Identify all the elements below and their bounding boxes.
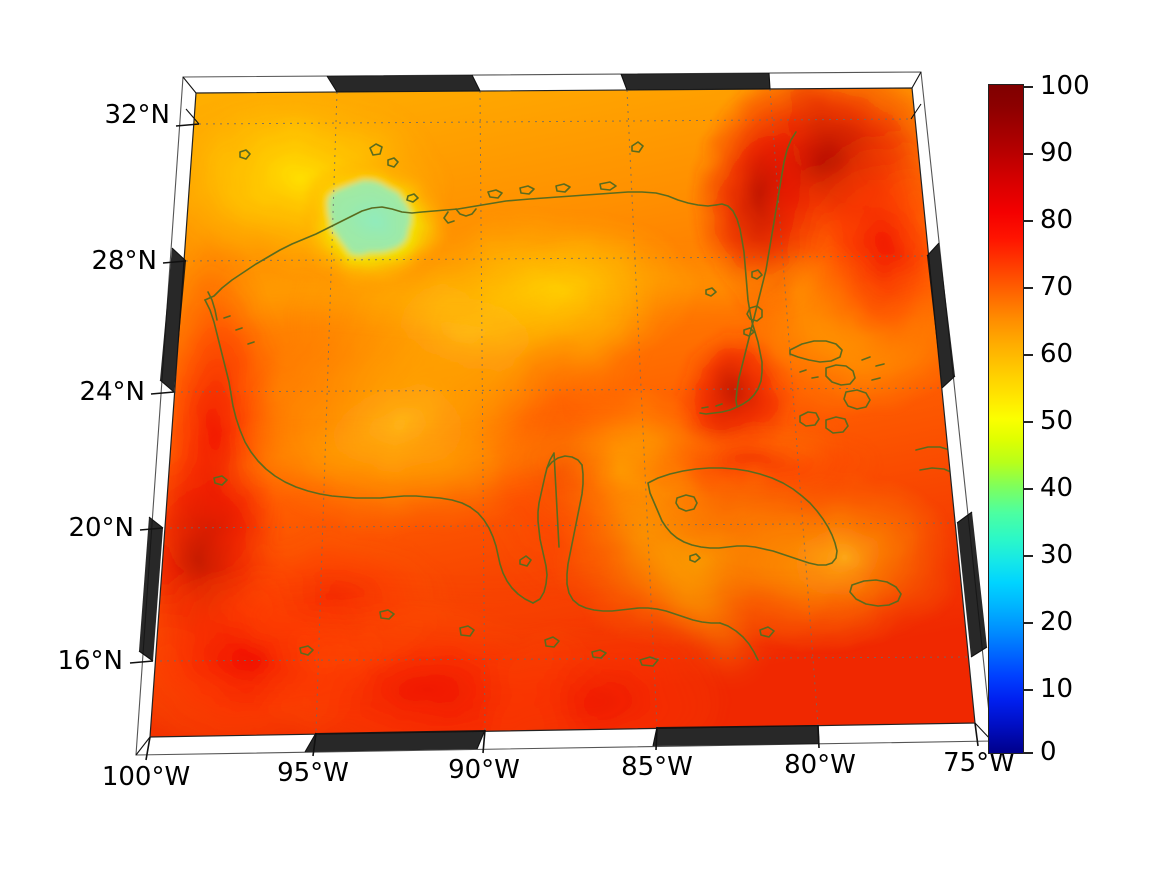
colorbar-tick-80 [1024, 220, 1033, 222]
coastlines [204, 131, 958, 667]
colorbar-label-20: 20 [1040, 607, 1074, 637]
lon-tick-label-75W: 75°W [943, 748, 1015, 778]
lon-tick-label-95W: 95°W [277, 758, 349, 788]
colorbar-tick-40 [1024, 488, 1033, 490]
contour-field [150, 88, 975, 737]
colorbar-label-70: 70 [1040, 272, 1074, 302]
colorbar-tick-100 [1024, 86, 1033, 88]
lon-tick-label-90W: 90°W [448, 755, 520, 785]
colorbar-label-80: 80 [1040, 205, 1074, 235]
colorbar-tick-20 [1024, 622, 1033, 624]
lon-tick-label-85W: 85°W [621, 752, 693, 782]
colorbar-tick-0 [1024, 752, 1033, 754]
lon-tick-label-80W: 80°W [784, 750, 856, 780]
lat-tick-label-28N: 28°N [91, 246, 157, 276]
colorbar-tick-90 [1024, 153, 1033, 155]
colorbar-tick-10 [1024, 689, 1033, 691]
colorbar-label-0: 0 [1040, 737, 1057, 767]
colorbar-label-40: 40 [1040, 473, 1074, 503]
colorbar-label-100: 100 [1040, 71, 1090, 101]
colorbar-tick-60 [1024, 354, 1033, 356]
colorbar-tick-70 [1024, 287, 1033, 289]
lat-tick-label-16N: 16°N [57, 646, 123, 676]
colorbar-label-50: 50 [1040, 406, 1074, 436]
map-frame [129, 71, 993, 761]
colorbar[interactable]: 100 90 80 70 60 50 40 30 20 10 0 [988, 73, 1164, 765]
colorbar-label-60: 60 [1040, 339, 1074, 369]
colorbar-tick-50 [1024, 421, 1033, 423]
colorbar-tick-30 [1024, 555, 1033, 557]
lat-tick-label-20N: 20°N [68, 513, 134, 543]
lon-tick-label-100W: 100°W [101, 762, 191, 792]
lat-tick-label-32N: 32°N [104, 100, 170, 130]
colorbar-label-90: 90 [1040, 138, 1074, 168]
colorbar-gradient[interactable] [988, 84, 1024, 754]
colorbar-label-30: 30 [1040, 540, 1074, 570]
lat-tick-label-24N: 24°N [79, 377, 145, 407]
colorbar-label-10: 10 [1040, 674, 1074, 704]
